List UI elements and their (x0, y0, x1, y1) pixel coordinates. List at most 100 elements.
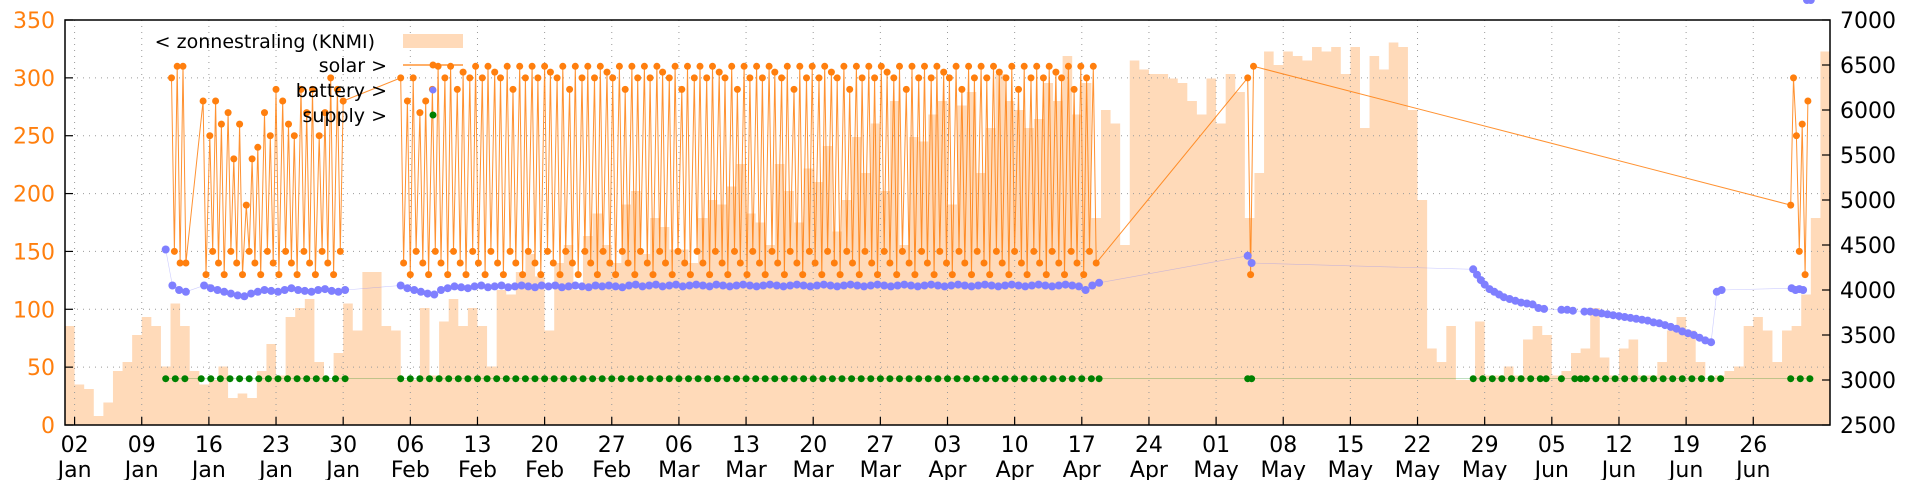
solar-point (285, 120, 292, 128)
battery-point (430, 290, 439, 299)
solar-point (269, 259, 277, 267)
battery-point (806, 282, 815, 291)
solar-point (425, 271, 433, 279)
supply-point (512, 375, 520, 383)
solar-point (758, 74, 766, 82)
battery-point (240, 292, 249, 301)
solar-point (1039, 74, 1047, 82)
battery-point (314, 286, 323, 294)
battery-point (1540, 304, 1549, 313)
x-tick-label-day: 19 (1672, 433, 1700, 458)
solar-point (521, 74, 529, 82)
battery-point (544, 282, 553, 291)
x-tick-label-day: 10 (1001, 433, 1029, 458)
supply-point (264, 375, 272, 383)
supply-point (1640, 375, 1648, 383)
supply-point (1095, 375, 1103, 383)
solar-point (462, 271, 470, 279)
solar-point (566, 85, 574, 93)
supply-point (1248, 375, 1256, 383)
solar-point (456, 259, 464, 267)
supply-point (1527, 375, 1535, 383)
solar-point (251, 259, 259, 267)
solar-point (783, 62, 791, 70)
solar-point (980, 259, 988, 267)
supply-point (934, 375, 942, 383)
x-tick-label-day: 02 (61, 433, 89, 458)
solar-point (736, 259, 744, 267)
battery-point (1081, 286, 1090, 294)
battery-point (725, 282, 734, 291)
supply-point (426, 375, 433, 383)
supply-point (341, 375, 349, 383)
battery-point (161, 245, 170, 254)
battery-point (403, 284, 412, 293)
supply-point (1020, 375, 1028, 383)
x-tick-label-day: 08 (1269, 433, 1297, 458)
battery-point (1717, 286, 1726, 294)
battery-point (846, 280, 855, 289)
supply-point (790, 375, 798, 383)
supply-point (162, 375, 170, 383)
battery-point (484, 283, 492, 292)
y-tick-label-left: 100 (13, 298, 55, 323)
x-tick-label-day: 27 (866, 433, 894, 458)
solar-point (643, 259, 651, 267)
solar-point (179, 62, 187, 70)
supply-point (171, 375, 179, 383)
battery-point (880, 281, 889, 290)
solar-point (896, 62, 903, 70)
legend-marker-battery (429, 86, 437, 94)
battery-point (698, 281, 707, 290)
solar-point (484, 62, 492, 70)
solar-point (397, 74, 405, 82)
battery-point (1034, 280, 1043, 289)
solar-point (303, 109, 311, 117)
battery-point (260, 286, 269, 294)
solar-point (339, 97, 347, 105)
solar-point (233, 259, 241, 267)
solar-point (1790, 74, 1797, 82)
solar-point (212, 97, 220, 105)
battery-point (833, 282, 842, 291)
solar-point (824, 247, 832, 255)
solar-point (1795, 247, 1803, 255)
solar-point (412, 247, 420, 255)
solar-point (1250, 62, 1257, 70)
x-tick-label-month: Jan (257, 458, 293, 480)
solar-point (1036, 259, 1044, 267)
x-tick-label-month: Jun (1734, 458, 1770, 480)
battery-point (987, 281, 996, 290)
solar-point (220, 271, 228, 279)
battery-point (766, 280, 774, 289)
supply-point (1717, 375, 1725, 383)
battery-point (551, 281, 560, 290)
solar-point (618, 247, 626, 255)
solar-point (556, 271, 564, 279)
supply-point (303, 375, 311, 383)
solar-point (927, 74, 935, 82)
supply-point (560, 375, 568, 383)
supply-point (963, 375, 971, 383)
solar-point (659, 68, 667, 76)
solar-point (952, 62, 960, 70)
solar-point (849, 259, 856, 267)
solar-point (441, 74, 449, 82)
battery-point (267, 286, 276, 295)
supply-point (236, 375, 244, 383)
solar-point (1801, 271, 1809, 279)
solar-point (612, 271, 620, 279)
solar-point (578, 74, 586, 82)
solar-point (1042, 271, 1050, 279)
supply-point (1678, 375, 1686, 383)
solar-point (1027, 74, 1035, 82)
solar-point (933, 62, 941, 70)
battery-point (300, 286, 309, 295)
battery-point (307, 287, 316, 296)
supply-point (541, 375, 549, 383)
battery-point (327, 286, 336, 295)
battery-point (792, 280, 801, 289)
solar-point (711, 247, 719, 255)
supply-point (1806, 375, 1814, 383)
x-tick-label-day: 22 (1404, 433, 1432, 458)
